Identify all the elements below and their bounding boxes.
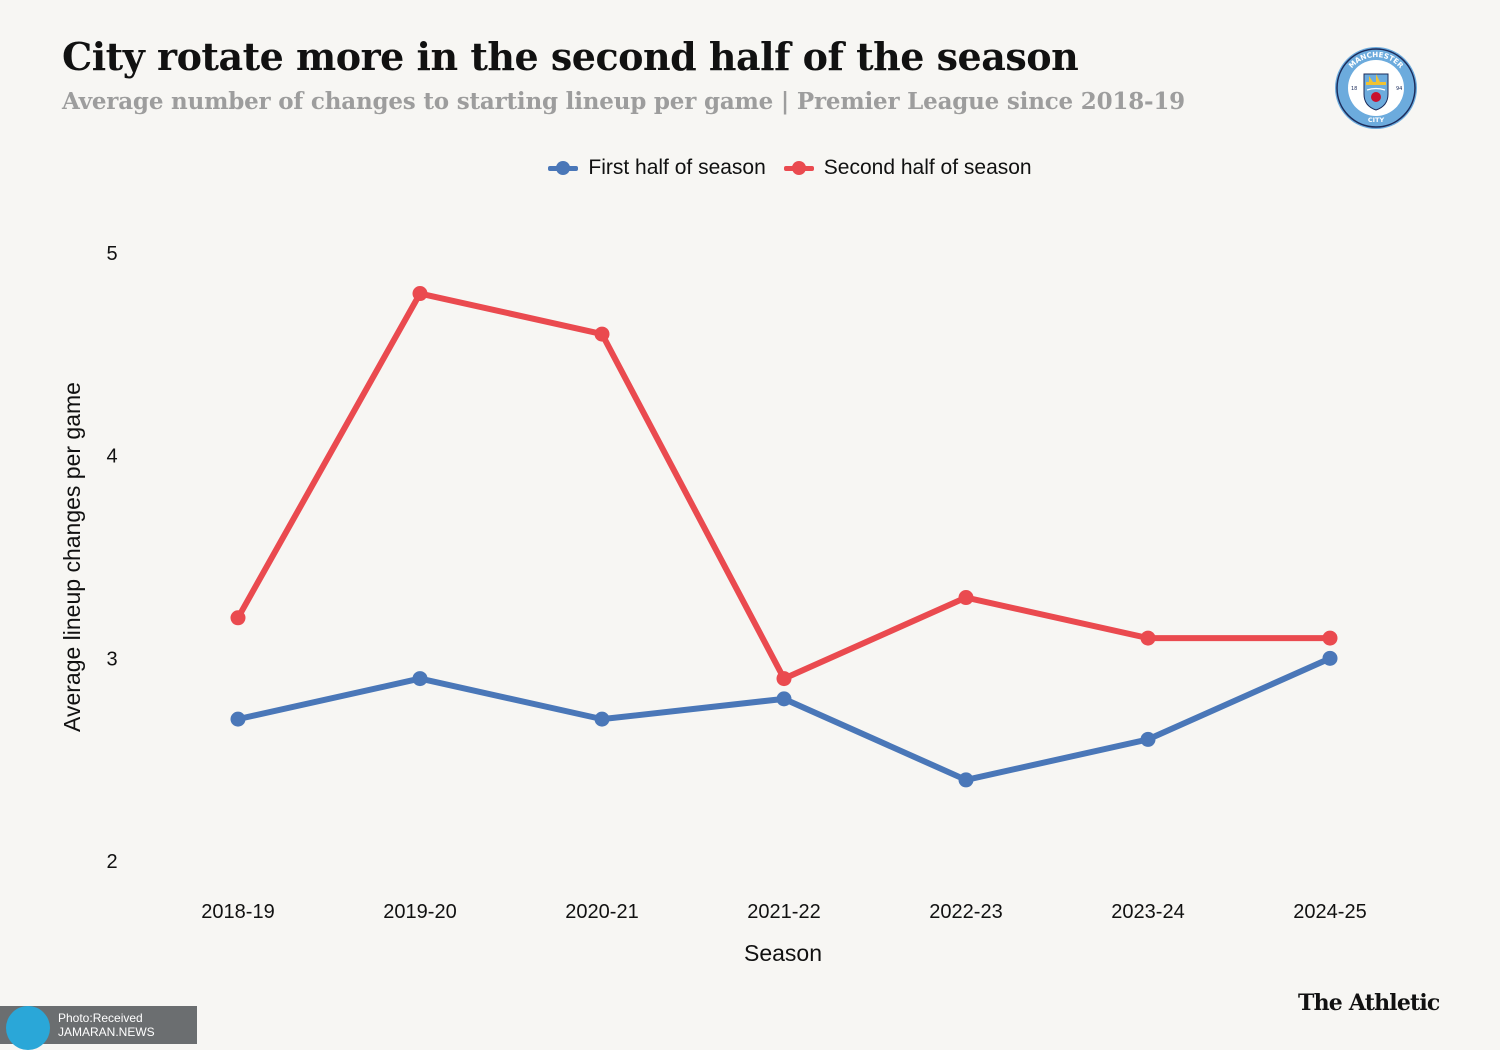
legend-item-second-half: Second half of season [783,156,1032,180]
data-point-second-half [958,590,974,606]
data-point-second-half [1140,630,1156,646]
the-athletic-brand: The Athletic [1298,990,1440,1016]
chart-legend: First half of season Second half of seas… [0,156,1500,180]
data-point-first-half [958,772,974,788]
legend-swatch-second-half [783,156,814,180]
crest-rose [1371,92,1381,102]
y-tick-label: 5 [106,243,117,265]
crest-left-number: 18 [1351,86,1357,92]
y-tick-label: 4 [106,446,117,468]
y-tick-label: 3 [106,648,117,670]
data-point-first-half [1322,650,1338,666]
watermark-line-1: Photo:Received [58,1011,143,1025]
data-point-first-half [776,691,792,707]
data-point-second-half [412,286,428,302]
chart-title: City rotate more in the second half of t… [62,34,1079,79]
legend-label-second-half: Second half of season [823,156,1032,179]
x-tick-label: 2022-23 [929,901,1002,923]
x-axis-title: Season [744,940,822,966]
data-point-first-half [230,711,246,727]
watermark-line-2: JAMARAN.NEWS [58,1025,155,1039]
x-tick-label: 2021-22 [747,901,820,923]
x-tick-label: 2024-25 [1293,901,1366,923]
chart-subtitle: Average number of changes to starting li… [62,88,1185,115]
x-tick-label: 2018-19 [201,901,274,923]
series-line-second-half [235,290,1333,682]
data-point-second-half [230,610,246,626]
legend-item-first-half: First half of season [548,156,766,180]
data-point-second-half [776,671,792,687]
data-point-first-half [1140,731,1156,747]
legend-label-first-half: First half of season [588,156,766,179]
data-point-first-half [412,671,428,687]
data-point-second-half [594,326,610,342]
y-axis-title: Average lineup changes per game [59,382,85,732]
legend-swatch-first-half [548,156,579,180]
x-tick-label: 2019-20 [383,901,456,923]
x-tick-label: 2020-21 [565,901,638,923]
crest-right-number: 94 [1396,86,1402,92]
x-tick-label: 2023-24 [1111,901,1184,923]
photo-watermark: Photo:Received JAMARAN.NEWS [0,1006,197,1050]
data-point-first-half [594,711,610,727]
y-tick-label: 2 [106,851,117,873]
manchester-city-crest: MANCHESTER 18 94 CITY [1335,47,1417,129]
crest-bottom-text: CITY [1368,116,1385,124]
data-point-second-half [1322,630,1338,646]
jamaran-logo-icon [6,1006,50,1050]
